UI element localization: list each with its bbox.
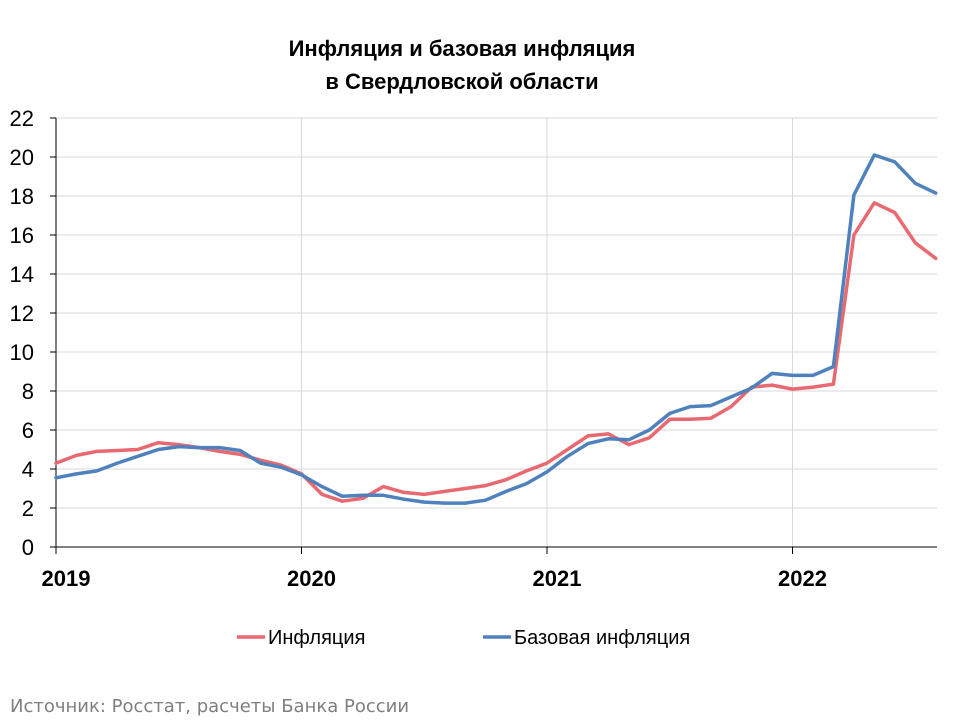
series-line-2 xyxy=(54,153,938,505)
y-tick-label: 2 xyxy=(22,496,34,521)
y-tick-label: 0 xyxy=(22,535,34,560)
y-tick-label: 8 xyxy=(22,379,34,404)
x-tick-label: 2022 xyxy=(778,566,827,591)
y-tick-label: 18 xyxy=(10,184,34,209)
x-tick-label: 2020 xyxy=(287,566,336,591)
y-tick-labels: 0 2 4 6 8 10 12 14 16 18 20 22 xyxy=(10,106,56,560)
legend-item-1: Инфляция xyxy=(237,627,365,649)
y-tick-label: 22 xyxy=(10,106,34,131)
y-tick-label: 12 xyxy=(10,301,34,326)
legend-label: Базовая инфляция xyxy=(514,627,690,649)
x-tick-labels: 2019 2020 2021 2022 xyxy=(42,547,827,591)
axes xyxy=(55,118,937,548)
y-tick-label: 10 xyxy=(10,340,34,365)
chart-title-line-2: в Свердловской области xyxy=(325,69,598,94)
legend-label: Инфляция xyxy=(268,627,365,649)
y-tick-label: 6 xyxy=(22,418,34,443)
x-tick-label: 2021 xyxy=(533,566,582,591)
y-tick-label: 4 xyxy=(22,457,34,482)
chart-title: Инфляция и базовая инфляция в Свердловск… xyxy=(289,36,636,94)
x-tick-label: 2019 xyxy=(42,566,91,591)
y-tick-label: 16 xyxy=(10,223,34,248)
source-note: Источник: Росстат, расчеты Банка России xyxy=(10,696,409,717)
y-tick-label: 20 xyxy=(10,145,34,170)
y-tick-label: 14 xyxy=(10,262,34,287)
series-lines xyxy=(54,153,938,505)
legend-item-2: Базовая инфляция xyxy=(483,627,690,649)
legend: Инфляция Базовая инфляция xyxy=(237,627,690,649)
chart-title-line-1: Инфляция и базовая инфляция xyxy=(289,36,636,61)
